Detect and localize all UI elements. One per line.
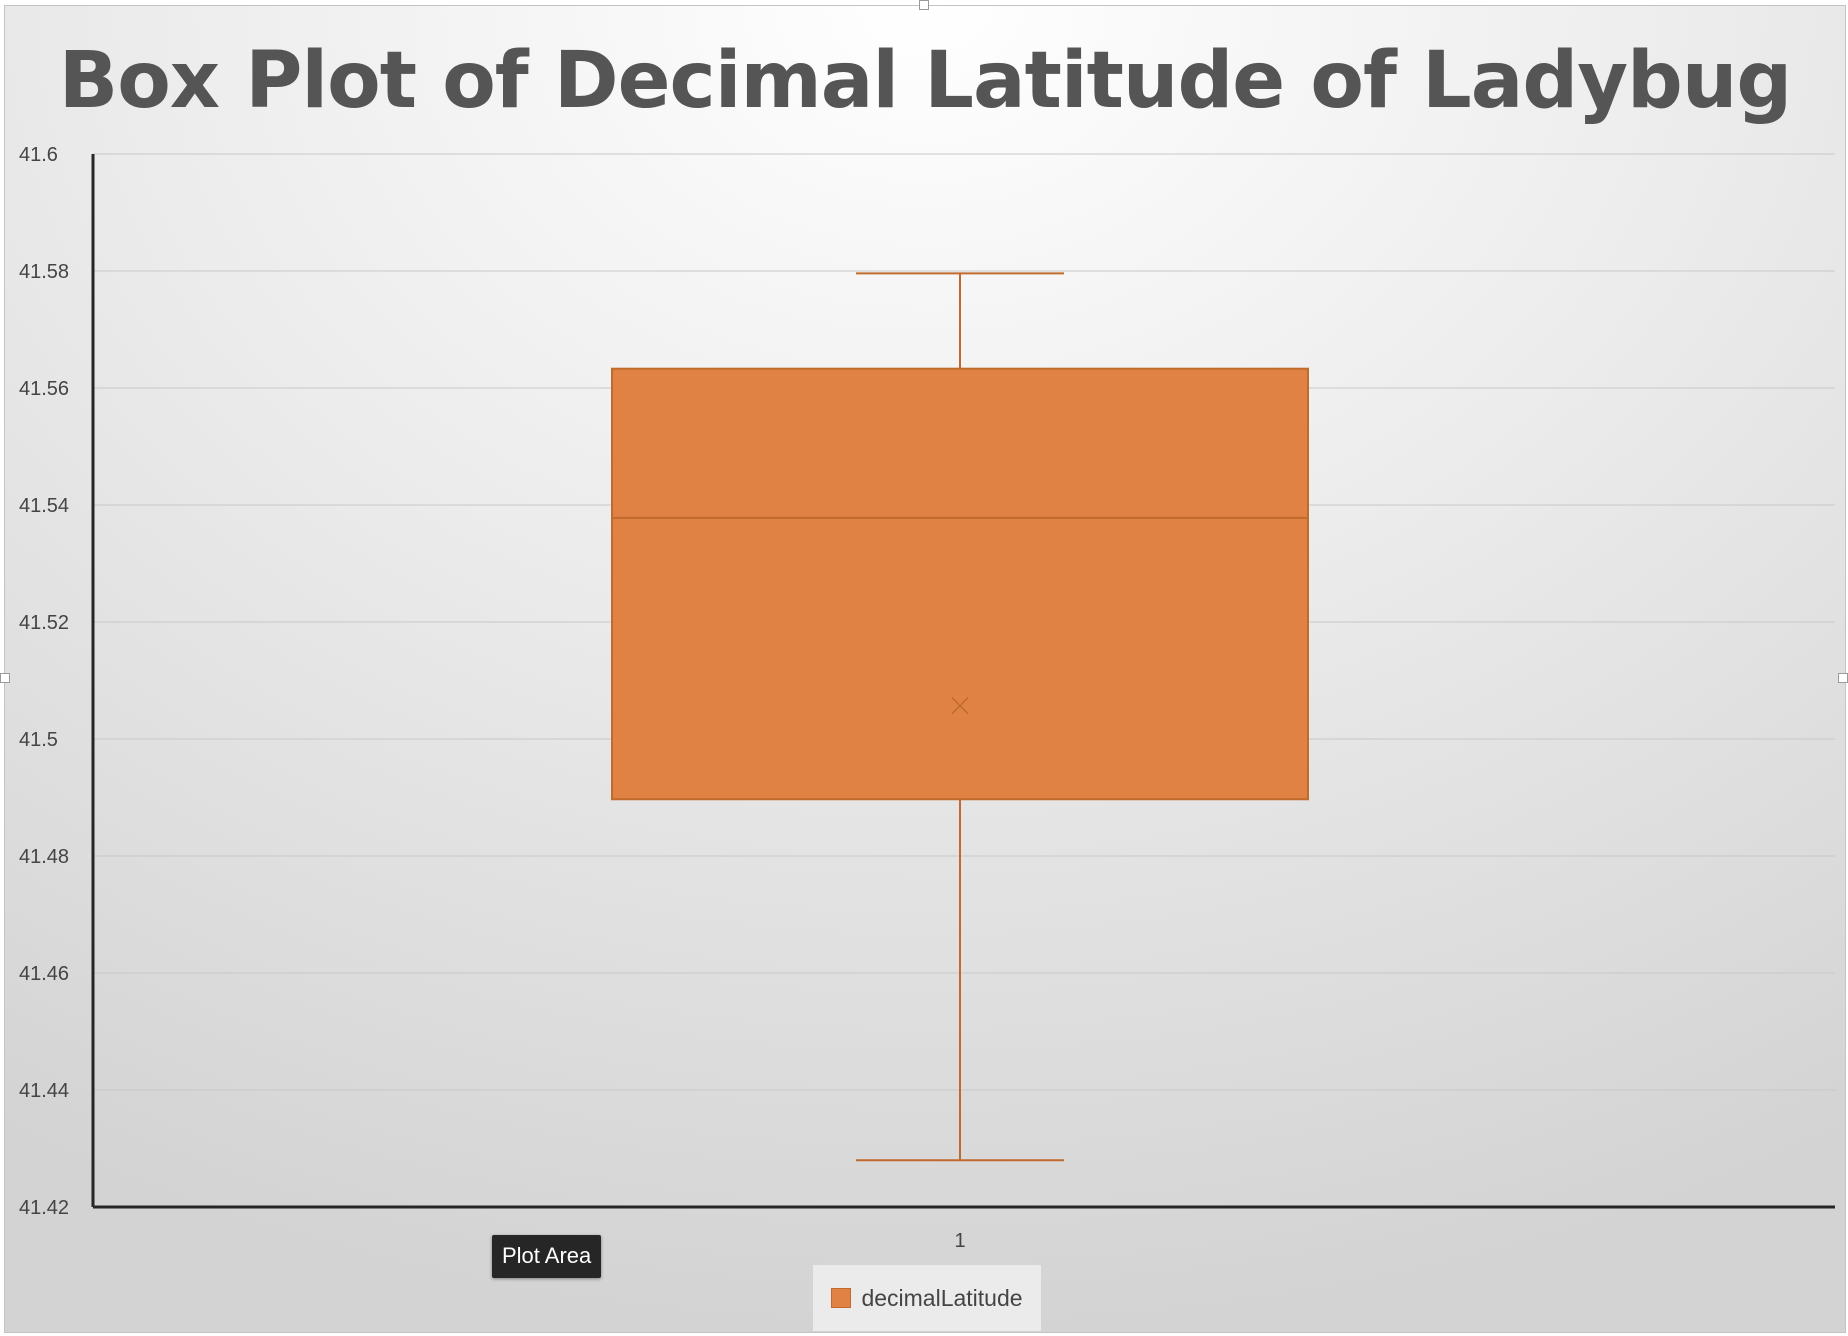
y-axis-tick-labels: 41.42 41.44 41.46 41.48 41.5 41.52 41.54 41.56 4… — [19, 144, 69, 1219]
mean-marker — [951, 697, 969, 715]
y-tick-label: 41.54 — [19, 495, 69, 517]
y-tick-label: 41.6 — [19, 144, 58, 166]
mean-marker-stroke — [951, 697, 969, 715]
y-tick-label: 41.5 — [19, 729, 58, 751]
y-tick-label: 41.52 — [19, 612, 69, 634]
y-tick-label: 41.42 — [19, 1197, 69, 1219]
axes — [91, 154, 1835, 1209]
legend-swatch — [831, 1288, 852, 1308]
x-axis-tick-labels: 1 — [954, 1230, 965, 1252]
resize-handle-top[interactable] — [919, 0, 929, 10]
y-tick-label: 41.48 — [19, 846, 69, 868]
y-tick-label: 41.44 — [19, 1080, 69, 1102]
plot-area[interactable]: 41.42 41.44 41.46 41.48 41.5 41.52 41.54 41.56 4… — [5, 6, 1846, 1333]
legend-label: decimalLatitude — [861, 1284, 1023, 1311]
legend[interactable]: decimalLatitude — [813, 1265, 1041, 1331]
box-plot-series[interactable] — [611, 272, 1309, 1162]
x-tick-label: 1 — [954, 1230, 965, 1252]
chart-container[interactable]: Box Plot of Decimal Latitude of Ladybug … — [4, 5, 1846, 1333]
y-tick-label: 41.56 — [19, 378, 69, 400]
plot-area-tooltip: Plot Area — [492, 1235, 602, 1278]
y-tick-label: 41.46 — [19, 963, 69, 985]
interquartile-box[interactable] — [611, 367, 1309, 801]
chart-title[interactable]: Box Plot of Decimal Latitude of Ladybug — [58, 36, 1793, 126]
y-tick-label: 41.58 — [19, 261, 69, 283]
resize-handle-left[interactable] — [0, 673, 10, 683]
resize-handle-right[interactable] — [1838, 673, 1848, 683]
